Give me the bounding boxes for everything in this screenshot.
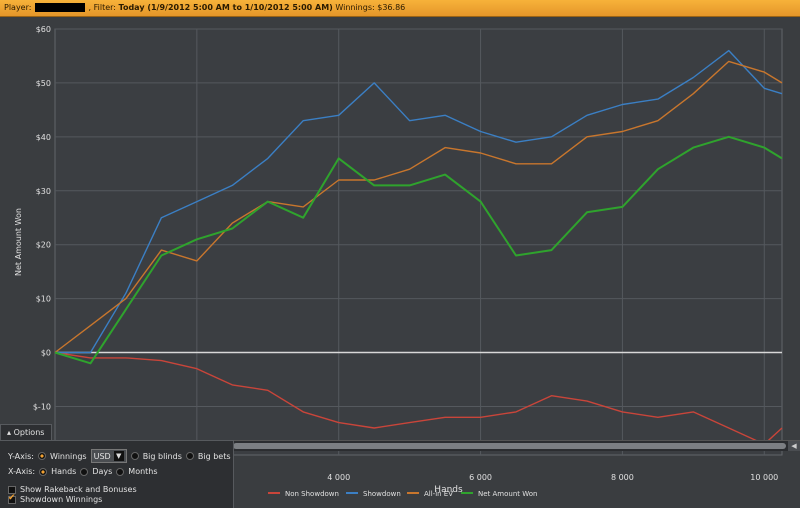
scroll-right-button[interactable]: ◀ — [788, 441, 800, 451]
chevron-down-icon[interactable]: ▼ — [113, 451, 124, 461]
series-line-net-amount-won — [54, 135, 783, 365]
radio-days[interactable] — [80, 467, 89, 476]
winnings-chart: $60 $50 $40 $30 $20 $10 $0 $-10 4 000 6 000 8 000… — [0, 17, 800, 507]
x-tick-label: 10 000 — [750, 473, 778, 482]
rakeback-row: Show Rakeback and Bonuses — [8, 485, 137, 494]
options-tab[interactable]: ▴ Options — [0, 424, 52, 440]
series-line-showdown — [55, 49, 783, 354]
filter-bar: Player: , Filter: Today (1/9/2012 5:00 A… — [0, 0, 800, 17]
legend: Non Showdown Showdown All-in EV Net Amount … — [268, 490, 537, 498]
x-axis-option-label: X-Axis: — [8, 467, 36, 476]
currency-select[interactable]: USD ▼ — [90, 449, 127, 463]
filter-value[interactable]: Today (1/9/2012 5:00 AM to 1/10/2012 5:0… — [118, 3, 333, 12]
y-tick-label: $50 — [36, 79, 51, 88]
gridlines — [55, 28, 782, 455]
series-line-non-showdown — [54, 351, 783, 445]
radio-months-label: Months — [128, 467, 158, 476]
rakeback-checkbox-label: Show Rakeback and Bonuses — [20, 485, 137, 494]
radio-big-bets-label: Big bets — [197, 451, 231, 461]
options-panel: Y-Axis: Winnings USD ▼ Big blinds Big be… — [0, 440, 234, 508]
redacted-player-name — [35, 3, 85, 12]
radio-big-bets[interactable] — [185, 452, 194, 460]
radio-winnings-label: Winnings — [49, 451, 87, 461]
series-lines — [54, 49, 783, 445]
x-tick-label: 8 000 — [611, 473, 634, 482]
y-axis-label: Net Amount Won — [14, 208, 23, 276]
radio-winnings[interactable] — [37, 452, 46, 460]
showdown-checkbox[interactable] — [8, 493, 16, 504]
currency-value: USD — [93, 451, 111, 461]
y-tick-label: $0 — [41, 349, 51, 358]
chart-scrollbar[interactable]: ◀ — [233, 440, 800, 451]
filter-label: , Filter: — [88, 3, 116, 12]
winnings-value: $36.86 — [377, 3, 406, 12]
options-tab-label: Options — [13, 428, 45, 437]
radio-hands-label: Hands — [51, 467, 77, 476]
y-tick-labels: $60 $50 $40 $30 $20 $10 $0 $-10 — [33, 25, 51, 411]
series-line-all-in-ev — [54, 60, 783, 354]
player-label: Player: — [4, 3, 32, 12]
radio-hands[interactable] — [39, 467, 48, 476]
x-tick-label: 4 000 — [327, 473, 350, 482]
x-axis-label: Hands — [434, 485, 463, 495]
showdown-row: Showdown Winnings — [8, 493, 103, 504]
showdown-checkbox-label: Showdown Winnings — [20, 495, 103, 504]
y-tick-label: $10 — [36, 295, 51, 304]
radio-big-blinds-label: Big blinds — [142, 451, 182, 461]
x-tick-labels: 4 000 6 000 8 000 10 000 — [327, 473, 778, 482]
scrollbar-thumb[interactable] — [233, 443, 786, 449]
y-axis-row: Y-Axis: Winnings USD ▼ Big blinds Big be… — [8, 449, 231, 463]
y-tick-label: $-10 — [33, 402, 51, 411]
y-tick-label: $40 — [36, 133, 51, 142]
x-tick-label: 6 000 — [469, 473, 492, 482]
winnings-label: Winnings: — [335, 3, 375, 12]
radio-months[interactable] — [116, 467, 125, 476]
y-tick-label: $60 — [36, 25, 51, 34]
legend-label: Non Showdown — [285, 490, 339, 498]
y-axis-option-label: Y-Axis: — [8, 451, 34, 461]
x-axis-row: X-Axis: Hands Days Months — [8, 467, 158, 476]
y-tick-label: $30 — [36, 187, 51, 196]
plot-area — [54, 28, 783, 456]
legend-label: All-in EV — [424, 490, 453, 498]
radio-days-label: Days — [92, 467, 113, 476]
radio-big-blinds[interactable] — [130, 452, 139, 460]
legend-label: Net Amount Won — [478, 490, 537, 498]
y-tick-label: $20 — [36, 241, 51, 250]
collapse-arrow-icon: ▴ — [7, 428, 12, 437]
legend-label: Showdown — [363, 490, 401, 498]
